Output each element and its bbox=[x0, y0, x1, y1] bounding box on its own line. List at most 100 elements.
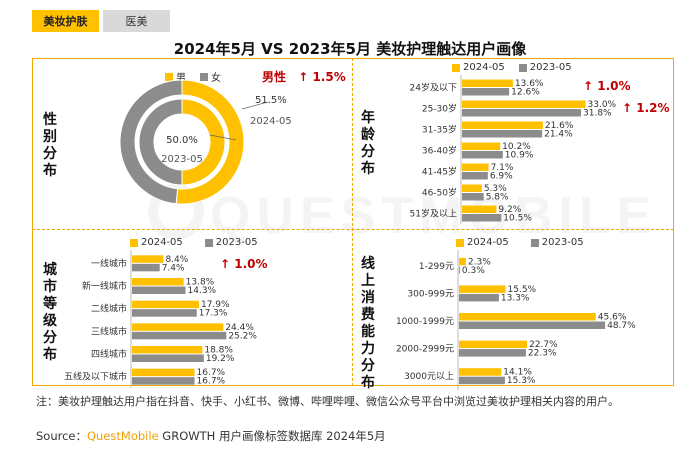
spend-g-category-label: 3000元以上 bbox=[404, 371, 454, 382]
legend-swatch-2023 bbox=[204, 238, 213, 247]
legend-swatch-2023 bbox=[530, 238, 539, 247]
city-g-value-label: 14.3% bbox=[188, 286, 217, 296]
age-g-category-label: 24岁及以下 bbox=[410, 82, 457, 94]
age-g-bar-2023 bbox=[462, 193, 484, 201]
legend-item-2023: 2023-05 bbox=[530, 237, 584, 248]
city-g-bar-2024 bbox=[132, 368, 195, 377]
donut-ring-1-slice-0 bbox=[181, 98, 226, 186]
up-arrow-icon: ↑ bbox=[220, 257, 231, 271]
city-highlight: ↑ 1.0% bbox=[220, 257, 268, 271]
age-g-value-label: 21.6% bbox=[545, 121, 574, 131]
city-g-value-label: 25.2% bbox=[228, 331, 257, 341]
age-g-value-label: 6.9% bbox=[490, 172, 513, 182]
age-g-bar-2023 bbox=[462, 130, 543, 138]
legend-label-2024: 2024-05 bbox=[467, 237, 509, 248]
age-g-category-label: 51岁及以上 bbox=[410, 208, 457, 220]
legend-item-2024: 2024-05 bbox=[452, 62, 505, 73]
spend-g-bar-2024 bbox=[459, 285, 506, 293]
leader-line-inner bbox=[209, 134, 237, 141]
spend-g-value-label: 48.7% bbox=[607, 321, 636, 331]
page-title: 2024年5月 VS 2023年5月 美妆护理触达用户画像 bbox=[173, 40, 527, 58]
spend-g-value-label: 15.3% bbox=[507, 376, 536, 386]
legend-swatch-2024 bbox=[456, 238, 464, 247]
gender-highlight-label: 男性 bbox=[262, 70, 287, 84]
source-rest: GROWTH 用户画像标签数据库 2024年5月 bbox=[158, 429, 386, 443]
legend-swatch-2024 bbox=[452, 63, 460, 72]
tab-bar: 美妆护肤 医美 bbox=[32, 10, 174, 32]
leader-line-outer bbox=[241, 101, 269, 110]
legend-item-2023: 2023-05 bbox=[518, 62, 572, 73]
spend-g-value-label: 22.7% bbox=[529, 340, 558, 350]
spend-g-value-label: 15.5% bbox=[508, 285, 537, 295]
inner-ring-year: 2023-05 bbox=[161, 154, 203, 165]
age-g-category-label: 25-30岁 bbox=[422, 103, 457, 115]
legend-item-2024: 2024-05 bbox=[456, 237, 509, 248]
legend-swatch-female bbox=[200, 72, 208, 81]
city-g-bar-2023 bbox=[132, 354, 204, 362]
age-g-category-label: 36-40岁 bbox=[422, 145, 457, 157]
city-g-bar-2023 bbox=[132, 286, 186, 294]
city-g-value-label: 8.4% bbox=[165, 255, 188, 265]
age-legend: 2024-05 2023-05 bbox=[452, 62, 586, 73]
city-g-value-label: 7.4% bbox=[162, 263, 185, 273]
spend-g-category-label: 1-299元 bbox=[419, 262, 454, 272]
gender-highlight: 男性 ↑ 1.5% bbox=[262, 68, 346, 85]
city-g-category-label: 三线城市 bbox=[91, 325, 127, 337]
source-line: Source：QuestMobile GROWTH 用户画像标签数据库 2024… bbox=[36, 428, 386, 444]
city-g-bar-2024 bbox=[132, 300, 199, 309]
spend-g-value-label: 2.3% bbox=[468, 257, 491, 267]
city-highlight-delta: 1.0% bbox=[234, 257, 268, 271]
age-g-bar-2024 bbox=[462, 205, 497, 213]
spend-g-bar-2023 bbox=[459, 321, 606, 329]
gender-legend: 男 女 bbox=[165, 69, 235, 84]
age-highlight-1: ↑ 1.0% bbox=[583, 79, 631, 93]
age-g-bar-2024 bbox=[462, 121, 543, 129]
age-g-value-label: 31.8% bbox=[583, 109, 612, 119]
age-g-value-label: 10.2% bbox=[502, 142, 531, 152]
city-g-value-label: 17.9% bbox=[201, 300, 230, 310]
spend-g-value-label: 14.1% bbox=[503, 368, 532, 378]
up-arrow-icon: ↑ bbox=[583, 79, 594, 93]
age-g-bar-2023 bbox=[462, 109, 582, 117]
spend-g-bar-2024 bbox=[459, 340, 528, 349]
age-g-value-label: 5.3% bbox=[484, 184, 507, 194]
spend-g-value-label: 22.3% bbox=[528, 349, 557, 359]
legend-label-2023: 2023-05 bbox=[529, 62, 572, 73]
city-g-bar-2024 bbox=[132, 255, 164, 263]
tab-medical-beauty[interactable]: 医美 bbox=[103, 10, 170, 32]
legend-label-2023: 2023-05 bbox=[215, 237, 258, 248]
spend-g-bar-2023 bbox=[459, 266, 460, 274]
age-g-value-label: 10.5% bbox=[503, 214, 532, 224]
legend-swatch-male bbox=[165, 72, 173, 81]
age-g-value-label: 13.6% bbox=[515, 79, 544, 89]
spend-g-bar-2023 bbox=[459, 349, 526, 357]
city-g-value-label: 16.7% bbox=[197, 368, 226, 378]
age-g-bar-2023 bbox=[462, 214, 502, 222]
chart-frame bbox=[32, 58, 674, 386]
city-legend: 2024-05 2023-05 bbox=[130, 237, 272, 248]
legend-swatch-2023 bbox=[518, 63, 527, 72]
city-g-category-label: 二线城市 bbox=[91, 303, 127, 315]
age-highlight-2-delta: 1.2% bbox=[636, 101, 670, 115]
city-g-bar-2024 bbox=[132, 346, 203, 354]
city-g-value-label: 24.4% bbox=[225, 323, 254, 333]
age-g-bar-2024 bbox=[462, 100, 586, 108]
legend-label-male: 男 bbox=[176, 73, 186, 84]
age-g-bar-2024 bbox=[462, 142, 501, 150]
spend-g-bar-2024 bbox=[459, 257, 466, 266]
age-g-bar-2024 bbox=[462, 79, 513, 87]
age-g-value-label: 5.8% bbox=[486, 193, 509, 203]
age-g-value-label: 10.9% bbox=[505, 151, 534, 161]
city-g-category-label: 四线城市 bbox=[91, 348, 127, 360]
inner-ring-value: 50.0% bbox=[166, 135, 198, 146]
age-panel-title: 年龄分布 bbox=[361, 110, 375, 177]
city-g-bar-2023 bbox=[132, 263, 160, 272]
tab-beauty-care[interactable]: 美妆护肤 bbox=[32, 10, 99, 32]
spend-g-value-label: 0.3% bbox=[462, 266, 485, 276]
city-panel-title: 城市等级分布 bbox=[43, 262, 57, 363]
age-highlight-2: ↑ 1.2% bbox=[622, 101, 670, 115]
age-g-bar-2023 bbox=[462, 88, 510, 96]
